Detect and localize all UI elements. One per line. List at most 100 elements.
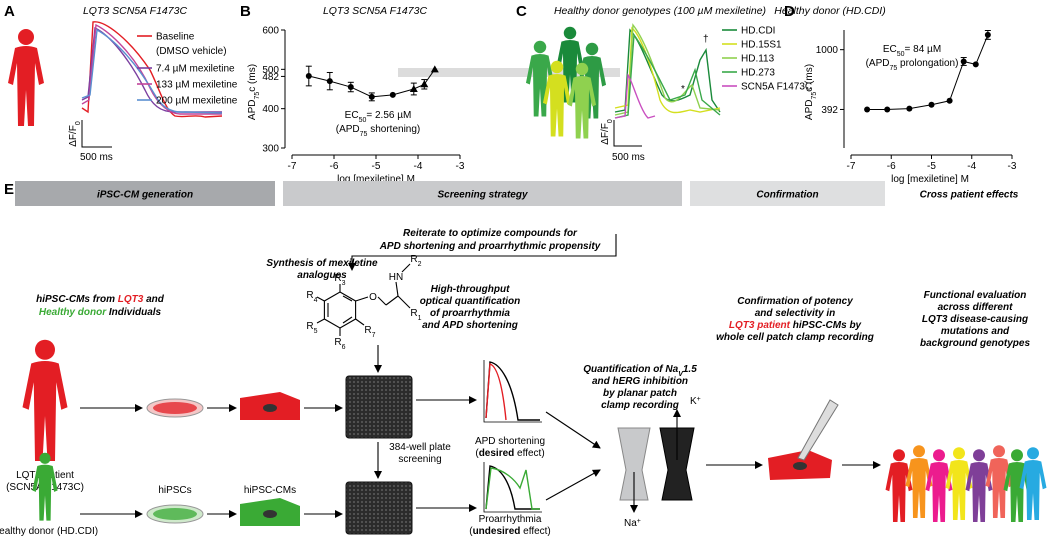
- point: [928, 101, 935, 108]
- highlight-tick-label: 482: [262, 72, 279, 83]
- person-icon: [8, 29, 44, 126]
- text-segment: Confirmation of potency: [737, 296, 853, 307]
- text-segment: APD shortening and proarrhythmic propens…: [379, 241, 601, 252]
- graphic: [316, 318, 325, 324]
- text-line: and APD shortening: [422, 320, 518, 331]
- text-segment: Reiterate to optimize compounds for: [403, 228, 578, 239]
- structure-label: R1: [410, 308, 421, 322]
- text-line: whole cell patch clamp recording: [716, 332, 874, 343]
- text-segment: Quantification of Na: [583, 364, 678, 375]
- text-segment: whole cell patch clamp recording: [716, 332, 874, 343]
- colonies: [153, 402, 197, 414]
- ap-trace: [485, 467, 540, 510]
- point: [389, 91, 396, 98]
- legend-label: 133 µM mexiletine: [156, 80, 238, 91]
- header-bar: [690, 181, 885, 206]
- legend-label: HD.113: [741, 54, 775, 65]
- text-segment: High-throughput: [431, 284, 511, 295]
- structure-label: R4: [306, 290, 317, 304]
- text-segment: (: [475, 448, 479, 459]
- text-line: optical quantification: [420, 296, 521, 307]
- text-line: LQT3 patient hiPSC-CMs by: [729, 320, 862, 331]
- text-segment: R: [334, 337, 341, 348]
- legend-label: HD.15S1: [741, 40, 782, 51]
- point: [409, 85, 418, 92]
- well-plate: [345, 481, 413, 535]
- text-segment: Functional evaluation: [924, 290, 1027, 301]
- text-segment: of proarrhythmia: [430, 308, 510, 319]
- header-label: Confirmation: [756, 190, 818, 201]
- person-icon: [22, 339, 68, 461]
- text-line: 384-well plate: [389, 442, 451, 453]
- step-caption: APD shortening (desired effect): [475, 436, 545, 459]
- text-segment: (: [469, 526, 473, 537]
- point: [368, 93, 375, 100]
- nucleus: [793, 462, 807, 470]
- text-segment: R: [306, 321, 313, 332]
- panel-title: Healthy donor genotypes (100 µM mexileti…: [554, 5, 766, 17]
- y-tick-label: 300: [262, 144, 279, 155]
- step-caption: hiPSC-CMs: [244, 485, 296, 496]
- text-segment: Synthesis of mexiletine: [266, 258, 378, 269]
- text-segment: R: [334, 273, 341, 284]
- highlight-tick-label: 392: [821, 105, 838, 116]
- text-line: Proarrhythmia: [479, 514, 542, 525]
- x-axis-label: log [mexiletine] M: [891, 174, 969, 185]
- loop-label: Reiterate to optimize compounds for APD s…: [379, 228, 601, 252]
- text-segment: O: [369, 292, 377, 303]
- text-line: screening: [398, 454, 441, 465]
- text-segment: clamp recording: [601, 400, 679, 411]
- text-segment: undesired: [473, 526, 521, 537]
- annotation-mark: *: [681, 84, 685, 95]
- text-line: APD shortening: [475, 436, 545, 447]
- x-tick-label: -6: [887, 161, 896, 172]
- x-tick-label: -7: [288, 161, 297, 172]
- annotation: EC50= 84 µM (APD75 prolongation): [866, 44, 959, 72]
- text-segment: 7: [372, 332, 376, 339]
- trace: [614, 23, 721, 116]
- text-segment: APD shortening: [475, 436, 545, 447]
- x-tick-label: -3: [456, 161, 465, 172]
- text-segment: c (ms): [247, 64, 258, 92]
- text-line: APD shortening and proarrhythmic propens…: [379, 241, 601, 252]
- graphic: [385, 295, 399, 306]
- y-tick-label: 500: [262, 65, 279, 76]
- graphic: [355, 318, 365, 326]
- legend-label: 200 µM mexiletine: [156, 96, 238, 107]
- text-segment: Proarrhythmia: [479, 514, 542, 525]
- text-segment: prolongation): [897, 58, 958, 69]
- text-line: EC50= 2.56 µM: [345, 110, 412, 124]
- y-tick-label: 600: [262, 26, 279, 37]
- text-segment: LQT3 patient: [729, 320, 791, 331]
- graphic: [401, 263, 411, 273]
- point: [906, 105, 913, 112]
- step-label: Functional evaluation across different LQT…: [920, 290, 1030, 349]
- graphic: [395, 281, 399, 297]
- text-segment: +: [637, 518, 641, 525]
- text-segment: APD: [804, 100, 815, 121]
- x-axis-label: log [mexiletine] M: [337, 174, 415, 185]
- text-line: and hERG inhibition: [592, 376, 688, 387]
- header-bar: [283, 181, 682, 206]
- text-line: and selectivity in: [755, 308, 836, 319]
- person-label: Healthy donor (HD.CDI): [0, 526, 98, 537]
- text-segment: mutations and: [941, 326, 1010, 337]
- graphic: [342, 316, 353, 324]
- point: [305, 73, 312, 80]
- structure-label: R6: [334, 337, 345, 351]
- text-segment: 75: [889, 65, 897, 72]
- step-caption: 384-well plate screening: [389, 442, 451, 465]
- structure-label: R3: [334, 273, 345, 287]
- x-tick-label: -4: [414, 161, 423, 172]
- text-segment: (APD: [866, 58, 890, 69]
- y-tick-label: 400: [262, 104, 279, 115]
- y-axis-label: APD75c (ms): [804, 64, 818, 120]
- text-segment: 1: [418, 315, 422, 322]
- legend-label: Baseline: [156, 32, 195, 43]
- panel-label: E: [4, 181, 14, 198]
- nucleus: [263, 510, 277, 518]
- graphic: [377, 296, 387, 306]
- text-segment: 6: [342, 344, 346, 351]
- x-tick-label: -4: [967, 161, 976, 172]
- point: [884, 106, 891, 113]
